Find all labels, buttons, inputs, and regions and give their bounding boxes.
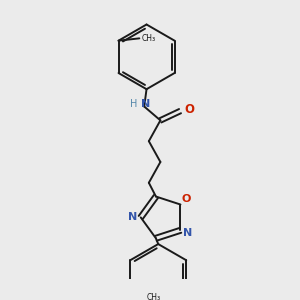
Text: O: O [182, 194, 191, 204]
Text: N: N [128, 212, 137, 222]
Text: CH₃: CH₃ [142, 34, 156, 43]
Text: N: N [183, 228, 192, 238]
Text: H: H [130, 99, 137, 109]
Text: O: O [184, 103, 194, 116]
Text: CH₃: CH₃ [147, 293, 161, 300]
Text: N: N [141, 99, 150, 109]
